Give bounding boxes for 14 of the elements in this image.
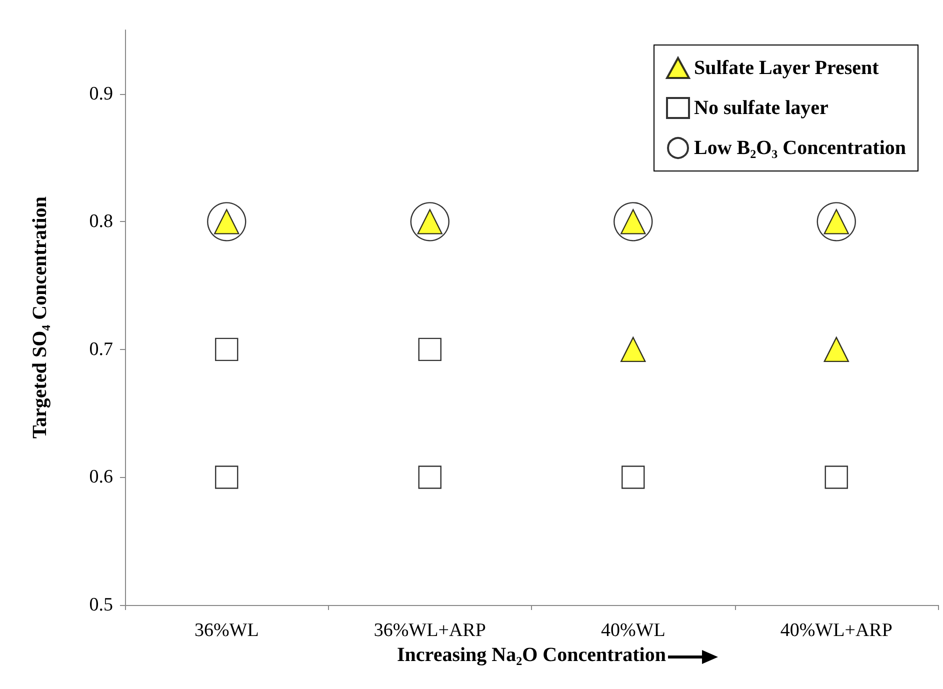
- legend-label: No sulfate layer: [694, 97, 829, 119]
- legend-label: Sulfate Layer Present: [694, 57, 880, 79]
- x-tick-label: 36%WL+ARP: [374, 620, 486, 641]
- y-tick-label: 0.6: [89, 466, 113, 488]
- x-tick-label: 40%WL+ARP: [780, 620, 892, 641]
- x-tick-label: 40%WL: [600, 620, 666, 641]
- y-tick-label: 0.8: [89, 211, 113, 232]
- x-tick-label: 36%WL: [194, 620, 259, 641]
- y-tick-label: 0.9: [89, 83, 113, 104]
- y-tick-label: 0.7: [89, 338, 113, 360]
- legend-label: Low B₂O₃ Concentration: [694, 137, 906, 159]
- y-tick-label: 0.5: [89, 594, 113, 616]
- y-axis-title: Targeted SO₄ Concentration: [29, 196, 51, 438]
- x-axis-title: Increasing Na₂O Concentration: [397, 644, 666, 666]
